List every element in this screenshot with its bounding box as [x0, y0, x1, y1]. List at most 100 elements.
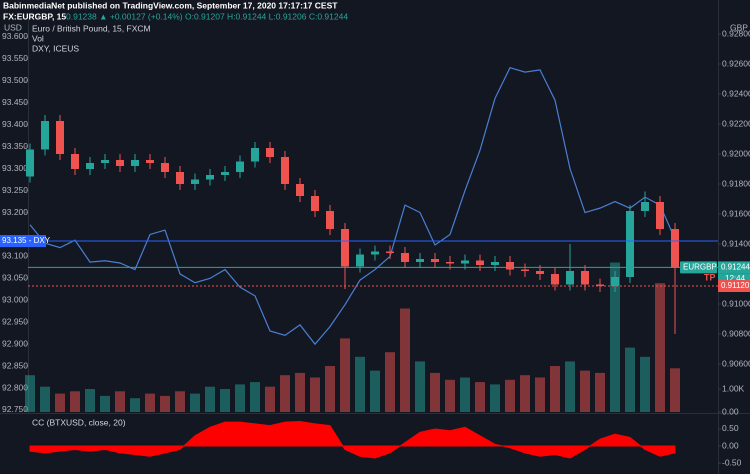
tick-label: 92.750 — [2, 404, 28, 414]
volume-bar — [340, 338, 350, 412]
tick-label: 93.050 — [2, 273, 28, 283]
tick-label: -0.50 — [722, 457, 742, 467]
tick-label: 0.91600 — [722, 208, 750, 218]
volume-bar — [505, 379, 515, 412]
candle-body — [596, 284, 604, 286]
candle-body — [266, 148, 274, 157]
tick-label: 0.91800 — [722, 178, 750, 188]
volume-bar — [430, 372, 440, 412]
tick-label: 93.350 — [2, 141, 28, 151]
candle-body — [116, 160, 124, 166]
candle-body — [431, 259, 439, 262]
volume-bar — [265, 386, 275, 412]
candle-body — [506, 262, 514, 270]
volume-bar — [175, 391, 185, 412]
volume-bar — [100, 395, 110, 412]
tp-label: TP — [704, 272, 716, 282]
candle-body — [341, 229, 349, 267]
tick-label: 93.500 — [2, 75, 28, 85]
volume-bar — [70, 391, 80, 412]
candle-body — [41, 121, 49, 150]
quote: 0.91238 ▲ +0.00127 (+0.14%) O:0.91207 H:… — [66, 11, 348, 21]
symbol-tag-label: EURGBP — [683, 263, 717, 272]
legend-dxy: DXY, ICEUS — [32, 43, 79, 53]
volume-bar — [445, 379, 455, 412]
tick-label: 93.400 — [2, 119, 28, 129]
tick-label: 93.300 — [2, 163, 28, 173]
candle-body — [641, 202, 649, 211]
candle-body — [476, 260, 484, 265]
candle-body — [356, 254, 364, 267]
candle-body — [551, 274, 559, 285]
price-tag — [0, 235, 46, 248]
candle-body — [581, 271, 589, 285]
price-tag-label: 93.135 - DXY — [2, 236, 51, 245]
candle-body — [206, 175, 214, 180]
volume-bar — [25, 375, 35, 412]
volume-bar — [115, 391, 125, 412]
candle-body — [296, 184, 304, 196]
candle-body — [146, 160, 154, 163]
candle-body — [176, 172, 184, 184]
legend-candles: Euro / British Pound, 15, FXCM — [32, 23, 151, 33]
candle-body — [536, 271, 544, 274]
indicator-area — [29, 420, 676, 459]
volume-bar — [370, 370, 380, 412]
volume-bar — [460, 377, 470, 412]
tick-label: 0.92600 — [722, 58, 750, 68]
volume-bar — [190, 393, 200, 412]
candle-body — [71, 154, 79, 169]
tick-label: 0.91400 — [722, 238, 750, 248]
volume-bar — [280, 375, 290, 412]
volume-bar — [625, 347, 635, 412]
candle-body — [26, 149, 34, 177]
tick-label: 93.250 — [2, 185, 28, 195]
volume-bar — [565, 361, 575, 412]
candle-body — [491, 262, 499, 265]
candle-body — [371, 251, 379, 255]
candle-body — [131, 160, 139, 166]
candle-body — [611, 277, 619, 286]
candle-body — [416, 259, 424, 262]
indicator-title: CC (BTXUSD, close, 20) — [32, 417, 126, 427]
candle-body — [326, 211, 334, 229]
volume-bar — [385, 352, 395, 412]
tick-label: 93.450 — [2, 97, 28, 107]
volume-bar — [220, 389, 230, 412]
candle-body — [566, 271, 574, 285]
countdown-tag — [718, 273, 750, 285]
symbol-tag — [680, 261, 717, 274]
volume-bar — [490, 384, 500, 412]
tick-label: 92.950 — [2, 316, 28, 326]
volume-bar — [295, 372, 305, 412]
tick-label: 93.200 — [2, 207, 28, 217]
published-title: BabinmediaNet published on TradingView.c… — [3, 0, 338, 10]
candle-body — [56, 121, 64, 154]
candle-body — [461, 260, 469, 264]
candle-body — [251, 148, 259, 162]
tick-label: 0.50 — [722, 423, 739, 433]
candle-body — [191, 179, 199, 184]
price-tag-label: 0.91244 — [721, 263, 750, 272]
left-axis-unit: USD — [4, 22, 22, 32]
price-tag-label: 0.91120 — [721, 281, 750, 290]
candle-body — [161, 163, 169, 172]
volume-bar — [580, 370, 590, 412]
volume-bar — [310, 377, 320, 412]
volume-bar — [250, 382, 260, 412]
volume-bar — [85, 389, 95, 412]
volume-bar — [235, 384, 245, 412]
tick-label: 93.550 — [2, 53, 28, 63]
volume-bar — [400, 308, 410, 412]
candle-body — [311, 196, 319, 211]
tick-label: 0.00 — [722, 406, 739, 416]
price-tag — [718, 261, 750, 274]
price-tag — [718, 280, 750, 292]
tick-label: 0.92800 — [722, 28, 750, 38]
volume-bar — [610, 262, 620, 412]
tick-label: 93.100 — [2, 251, 28, 261]
tick-label: 1.00K — [722, 383, 745, 393]
dxy-line — [29, 66, 676, 346]
